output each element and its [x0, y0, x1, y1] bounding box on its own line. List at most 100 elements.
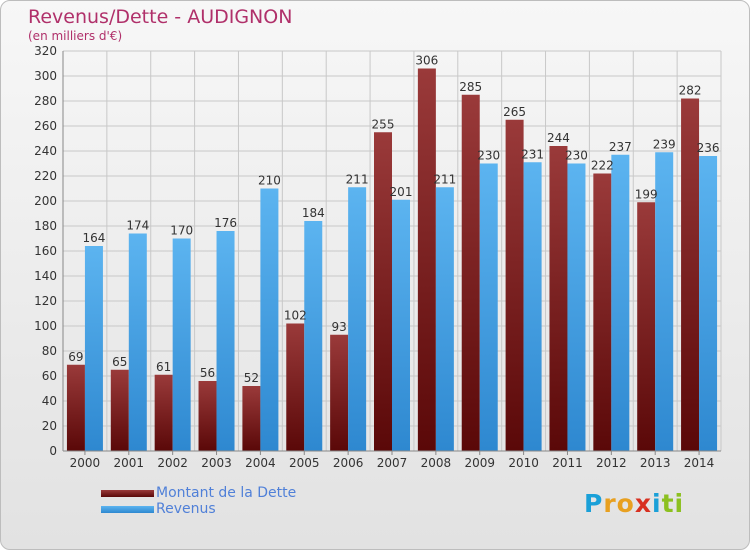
y-tick-label: 100 [34, 319, 57, 333]
x-tick-label: 2005 [289, 456, 320, 470]
bar-revenus [84, 246, 103, 451]
data-label: 222 [591, 159, 614, 173]
x-tick-label: 2004 [245, 456, 276, 470]
data-label: 184 [302, 206, 325, 220]
bar-revenus [479, 163, 498, 451]
data-label: 69 [68, 350, 83, 364]
data-label: 176 [214, 216, 237, 230]
logo-letter: i [652, 489, 662, 518]
legend-label-debt: Montant de la Dette [156, 485, 297, 501]
y-tick-label: 180 [34, 219, 57, 233]
x-tick-label: 2012 [596, 456, 627, 470]
data-label: 170 [170, 224, 193, 238]
data-label: 244 [547, 131, 570, 145]
data-label: 239 [653, 137, 676, 151]
bar-debt [549, 146, 568, 451]
y-tick-label: 0 [49, 444, 57, 458]
x-tick-label: 2003 [201, 456, 232, 470]
y-tick-label: 300 [34, 69, 57, 83]
bar-debt [637, 202, 656, 451]
bar-revenus [392, 199, 410, 451]
chart-title: Revenus/Dette - AUDIGNON [28, 6, 293, 28]
y-tick-label: 240 [34, 144, 57, 158]
y-tick-label: 220 [34, 169, 57, 183]
bar-revenus [128, 233, 147, 451]
logo-letter: x [634, 489, 652, 518]
bar-revenus [304, 221, 323, 451]
chart-subtitle: (en milliers d'€) [28, 29, 123, 43]
data-label: 199 [635, 187, 658, 201]
legend-swatch-debt [101, 490, 154, 497]
data-label: 164 [82, 231, 105, 245]
x-tick-label: 2009 [464, 456, 495, 470]
data-label: 65 [112, 355, 127, 369]
data-label: 211 [433, 172, 456, 186]
bar-revenus [216, 231, 235, 451]
bar-revenus [699, 156, 718, 451]
x-tick-label: 2010 [508, 456, 539, 470]
data-label: 265 [503, 105, 526, 119]
proxiti-logo: Proxiti [584, 489, 684, 518]
data-label: 237 [609, 140, 632, 154]
bar-revenus [655, 152, 674, 451]
bar-debt [505, 119, 524, 451]
logo-letter: ti [661, 489, 685, 518]
bar-debt [330, 334, 349, 451]
y-tick-label: 80 [42, 344, 57, 358]
bar-debt [417, 68, 436, 451]
x-tick-label: 2011 [552, 456, 583, 470]
legend-label-revenus: Revenus [156, 501, 216, 517]
bar-debt [154, 374, 173, 451]
y-tick-label: 120 [34, 294, 57, 308]
y-tick-label: 280 [34, 94, 57, 108]
x-tick-label: 2013 [640, 456, 671, 470]
x-tick-label: 2002 [157, 456, 188, 470]
y-tick-label: 160 [34, 244, 57, 258]
x-tick-label: 2014 [684, 456, 715, 470]
logo-letter: P [584, 489, 604, 518]
x-tick-label: 2008 [421, 456, 452, 470]
data-label: 61 [156, 360, 171, 374]
data-label: 282 [679, 84, 702, 98]
x-tick-label: 2006 [333, 456, 364, 470]
y-tick-label: 260 [34, 119, 57, 133]
x-tick-label: 2000 [70, 456, 101, 470]
x-tick-label: 2007 [377, 456, 408, 470]
data-label: 255 [372, 117, 395, 131]
bar-debt [286, 323, 305, 451]
y-tick-label: 140 [34, 269, 57, 283]
data-label: 211 [346, 172, 369, 186]
data-label: 230 [477, 149, 500, 163]
bar-debt [242, 386, 261, 451]
bar-revenus [523, 162, 542, 451]
y-tick-label: 20 [42, 419, 57, 433]
bar-revenus [348, 187, 367, 451]
data-label: 201 [390, 185, 413, 199]
data-label: 285 [459, 80, 482, 94]
data-label: 174 [126, 219, 149, 233]
y-tick-label: 60 [42, 369, 57, 383]
data-label: 93 [331, 320, 346, 334]
bar-debt [681, 98, 700, 451]
bar-revenus [435, 187, 454, 451]
data-label: 102 [284, 309, 307, 323]
y-tick-label: 200 [34, 194, 57, 208]
bar-revenus [611, 154, 630, 451]
data-label: 230 [565, 149, 588, 163]
bar-debt [198, 381, 217, 451]
data-label: 231 [521, 147, 544, 161]
y-tick-label: 40 [42, 394, 57, 408]
data-label: 236 [697, 141, 720, 155]
data-label: 306 [415, 54, 438, 68]
data-label: 56 [200, 366, 215, 380]
bar-revenus [172, 238, 191, 451]
bar-debt [110, 369, 129, 451]
bar-revenus [260, 188, 279, 451]
bar-debt [593, 173, 612, 451]
bar-debt [374, 132, 392, 451]
y-tick-label: 320 [34, 44, 57, 58]
x-tick-label: 2001 [114, 456, 145, 470]
bar-revenus [567, 163, 586, 451]
